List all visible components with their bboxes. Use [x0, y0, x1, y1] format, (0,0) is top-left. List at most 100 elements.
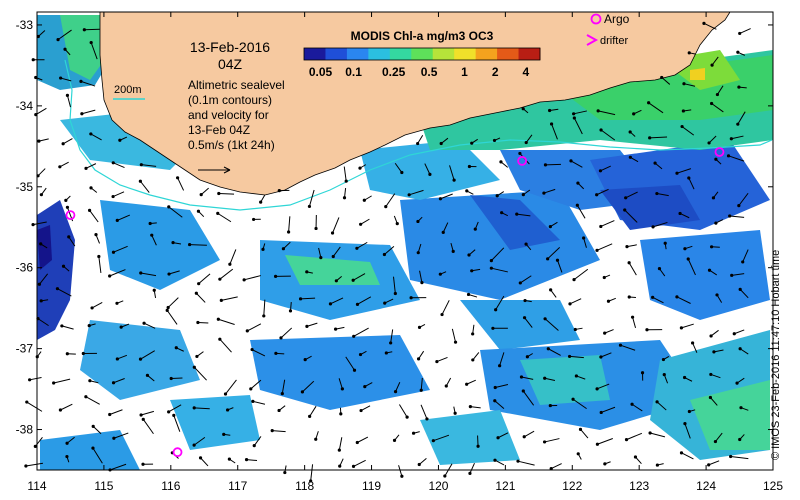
velocity-vector — [557, 260, 563, 273]
credit-text: © IMOS 23-Feb-2016 11:47:10 Hobart time — [770, 249, 782, 460]
velocity-vector-head — [439, 141, 443, 146]
velocity-vector-head — [138, 179, 142, 183]
velocity-vector-head — [250, 347, 254, 352]
velocity-vector-head — [82, 28, 86, 32]
velocity-vector-head — [244, 458, 249, 462]
colorbar-swatch — [346, 48, 369, 60]
velocity-vector-head — [97, 254, 101, 259]
colorbar-title: MODIS Chl-a mg/m3 OC3 — [351, 29, 494, 43]
velocity-vector-head — [709, 334, 713, 338]
velocity-vector-head — [195, 354, 199, 359]
y-tick-label: -38 — [16, 423, 34, 437]
velocity-vector — [737, 111, 746, 125]
velocity-vector — [711, 103, 724, 113]
colorbar-swatch — [325, 48, 348, 60]
velocity-vector-head — [192, 443, 196, 447]
velocity-vector-head — [655, 463, 659, 467]
velocity-vector — [573, 117, 583, 135]
velocity-vector-head — [522, 316, 527, 320]
velocity-vector — [524, 317, 533, 328]
velocity-vector — [596, 188, 609, 196]
velocity-vector-head — [470, 141, 474, 145]
drifter-legend-label: drifter — [600, 35, 628, 47]
velocity-vector-head — [599, 128, 603, 132]
velocity-vector-head — [569, 159, 573, 163]
y-tick-label: -36 — [16, 261, 34, 275]
velocity-vector-head — [196, 209, 201, 213]
velocity-vector-head — [279, 336, 283, 340]
colorbar-swatch — [411, 48, 434, 60]
velocity-vector-head — [543, 163, 548, 167]
velocity-vector-head — [333, 327, 338, 331]
velocity-vector — [244, 275, 261, 281]
velocity-vector-head — [363, 384, 367, 389]
velocity-vector — [649, 432, 666, 438]
velocity-vector-head — [118, 138, 122, 142]
velocity-vector — [652, 221, 668, 228]
velocity-vector-head — [309, 479, 313, 483]
velocity-vector — [109, 409, 123, 415]
velocity-vector — [491, 247, 505, 261]
x-tick-label: 120 — [428, 479, 448, 493]
velocity-vector — [420, 377, 423, 391]
velocity-vector — [626, 244, 637, 248]
velocity-vector-head — [548, 108, 552, 113]
velocity-vector — [384, 245, 395, 255]
velocity-vector-head — [627, 261, 631, 265]
velocity-vector-head — [682, 82, 686, 86]
velocity-vector-head — [188, 242, 192, 247]
velocity-vector — [345, 356, 355, 371]
altimetry-note: Altimetric sealevel (0.1m contours) and … — [188, 78, 285, 174]
velocity-vector-head — [678, 211, 682, 216]
velocity-vector-head — [420, 281, 424, 285]
velocity-vector-head — [287, 230, 291, 234]
velocity-vector — [739, 289, 749, 299]
velocity-vector — [551, 123, 558, 140]
velocity-vector — [548, 348, 561, 356]
velocity-vector-head — [87, 208, 92, 212]
velocity-vector-head — [330, 231, 335, 235]
velocity-vector-head — [167, 272, 171, 276]
velocity-vector — [497, 432, 509, 439]
velocity-vector — [604, 329, 614, 334]
velocity-vector-head — [576, 452, 580, 456]
velocity-vector — [218, 192, 235, 195]
velocity-vector — [409, 189, 424, 196]
velocity-vector — [494, 400, 505, 410]
title-date: 13-Feb-2016 — [190, 39, 270, 55]
velocity-vector — [420, 404, 428, 420]
x-tick-label: 116 — [161, 479, 180, 493]
velocity-vector-head — [737, 204, 741, 208]
velocity-vector — [98, 256, 102, 273]
velocity-vector — [547, 247, 561, 260]
velocity-vector — [688, 177, 695, 190]
velocity-vector-head — [630, 315, 635, 319]
colorbar-swatch — [518, 48, 541, 60]
velocity-vector-head — [738, 31, 742, 36]
velocity-vector-head — [112, 436, 116, 440]
velocity-vector-head — [663, 241, 667, 245]
velocity-vector — [250, 379, 262, 390]
velocity-vector-head — [405, 415, 409, 419]
velocity-vector — [711, 56, 719, 66]
velocity-vector — [472, 352, 480, 361]
velocity-vector-head — [737, 85, 741, 89]
velocity-vector — [543, 188, 556, 194]
velocity-vector-head — [453, 411, 457, 415]
velocity-vector-head — [624, 438, 629, 442]
velocity-vector-head — [65, 205, 70, 209]
velocity-vector-head — [84, 166, 88, 170]
velocity-vector-head — [355, 302, 360, 306]
velocity-vector-head — [623, 208, 627, 212]
velocity-vector — [739, 348, 749, 355]
velocity-vector-head — [87, 324, 91, 328]
velocity-vector-head — [467, 164, 472, 169]
velocity-vector — [742, 249, 749, 263]
velocity-vector-head — [79, 79, 83, 83]
velocity-vector — [449, 165, 455, 181]
velocity-vector-head — [305, 270, 309, 274]
velocity-vector — [263, 299, 266, 316]
velocity-vector — [494, 459, 505, 466]
velocity-vector — [247, 323, 262, 332]
velocity-vector-head — [443, 474, 447, 478]
